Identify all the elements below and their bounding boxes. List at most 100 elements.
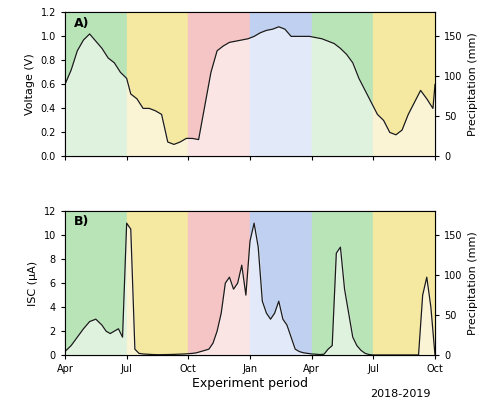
Bar	[200, 347, 202, 355]
Bar	[179, 351, 181, 355]
Bar	[317, 150, 319, 157]
Bar	[107, 155, 109, 157]
Bar	[175, 150, 177, 157]
Bar	[276, 152, 278, 157]
Bar	[251, 348, 253, 355]
Bar	[65, 12, 126, 157]
Bar	[188, 12, 250, 157]
Bar	[169, 152, 171, 157]
Bar	[310, 343, 312, 355]
Bar	[103, 354, 105, 355]
X-axis label: Experiment period: Experiment period	[192, 377, 308, 390]
Bar	[224, 352, 226, 355]
Bar	[348, 151, 350, 157]
Bar	[276, 351, 278, 355]
Bar	[126, 143, 128, 157]
Bar	[331, 153, 333, 157]
Bar	[397, 154, 399, 157]
Bar	[264, 350, 266, 355]
Bar	[185, 151, 188, 157]
Bar	[370, 148, 372, 157]
Bar	[386, 352, 388, 355]
Bar	[358, 352, 360, 355]
Bar	[179, 152, 181, 157]
Bar	[250, 211, 312, 355]
Bar	[264, 152, 266, 157]
Bar	[317, 349, 319, 355]
Bar	[175, 349, 177, 355]
Bar	[126, 342, 128, 355]
Y-axis label: Voltage (V): Voltage (V)	[25, 54, 35, 115]
Text: A): A)	[74, 17, 90, 30]
Bar	[393, 351, 395, 355]
Bar	[282, 150, 284, 157]
Bar	[99, 353, 101, 355]
Bar	[169, 351, 171, 355]
Bar	[164, 351, 167, 355]
Bar	[310, 145, 312, 157]
Bar	[403, 351, 405, 355]
Bar	[107, 354, 109, 355]
Bar	[188, 211, 250, 355]
Y-axis label: ISC (μA): ISC (μA)	[28, 261, 38, 306]
Bar	[257, 147, 259, 157]
Bar	[282, 349, 284, 355]
Bar	[290, 352, 292, 355]
Bar	[312, 211, 374, 355]
Bar	[160, 151, 162, 157]
Bar	[290, 153, 292, 157]
Bar	[164, 152, 167, 157]
Bar	[132, 153, 134, 157]
Text: B): B)	[74, 216, 90, 228]
Bar	[200, 148, 202, 157]
Bar	[132, 352, 134, 355]
Bar	[403, 152, 405, 157]
Bar	[126, 12, 188, 157]
Text: 2018-2019: 2018-2019	[370, 389, 430, 399]
Bar	[358, 153, 360, 157]
Bar	[270, 349, 272, 355]
Bar	[212, 145, 214, 157]
Y-axis label: Precipitation (mm): Precipitation (mm)	[468, 231, 478, 335]
Bar	[331, 352, 333, 355]
Bar	[323, 152, 325, 157]
Bar	[340, 351, 342, 355]
Bar	[224, 153, 226, 157]
Bar	[386, 153, 388, 157]
Bar	[250, 12, 312, 157]
Bar	[190, 351, 192, 355]
Bar	[257, 347, 259, 355]
Bar	[287, 235, 289, 355]
Bar	[323, 351, 325, 355]
Bar	[430, 153, 432, 157]
Bar	[99, 154, 101, 157]
Bar	[287, 36, 289, 157]
Bar	[185, 349, 188, 355]
Bar	[126, 211, 188, 355]
Bar	[245, 343, 247, 355]
Bar	[116, 152, 117, 157]
Bar	[376, 152, 378, 157]
Bar	[103, 155, 105, 157]
Bar	[348, 349, 350, 355]
Bar	[160, 349, 162, 355]
Bar	[245, 145, 247, 157]
Bar	[232, 351, 234, 355]
Bar	[65, 211, 126, 355]
Bar	[393, 152, 395, 157]
Bar	[374, 211, 435, 355]
Bar	[232, 152, 234, 157]
Bar	[190, 152, 192, 157]
Bar	[116, 351, 117, 355]
Bar	[340, 152, 342, 157]
Bar	[374, 12, 435, 157]
Bar	[270, 151, 272, 157]
Bar	[212, 343, 214, 355]
Bar	[370, 347, 372, 355]
Bar	[300, 151, 302, 157]
Bar	[251, 149, 253, 157]
Bar	[376, 351, 378, 355]
Bar	[300, 349, 302, 355]
Bar	[312, 12, 374, 157]
Bar	[397, 353, 399, 355]
